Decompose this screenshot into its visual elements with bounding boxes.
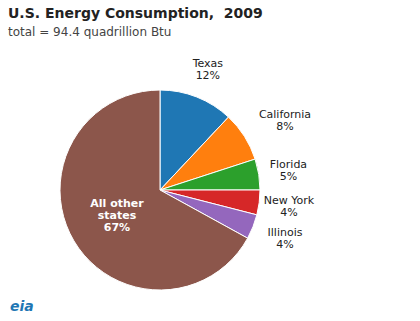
data-labels: Texas12% California8% Florida5% New York4% I… xyxy=(90,57,315,251)
value-label: 67% xyxy=(104,221,130,234)
slice xyxy=(60,90,248,290)
data-label: New York4% xyxy=(264,194,315,219)
data-label: Illinois4% xyxy=(268,226,303,251)
annotation: eia xyxy=(10,298,34,314)
value-label: 5% xyxy=(280,170,297,183)
data-label: California8% xyxy=(259,108,311,133)
data-label: Texas12% xyxy=(192,57,224,82)
subtitle: total = 94.4 quadrillion Btu xyxy=(8,25,171,39)
value-label: 8% xyxy=(276,120,293,133)
value-label: 12% xyxy=(196,69,220,82)
data-label: All otherstates67% xyxy=(90,197,144,234)
title: U.S. Energy Consumption, 2009 xyxy=(8,5,263,21)
slice xyxy=(160,159,260,190)
value-label: 4% xyxy=(276,238,293,251)
value-label: 4% xyxy=(280,206,297,219)
data-label: Florida5% xyxy=(270,158,307,183)
chart: U.S. Energy Consumption, 2009 total = 94.… xyxy=(0,0,420,321)
pie xyxy=(60,90,260,290)
